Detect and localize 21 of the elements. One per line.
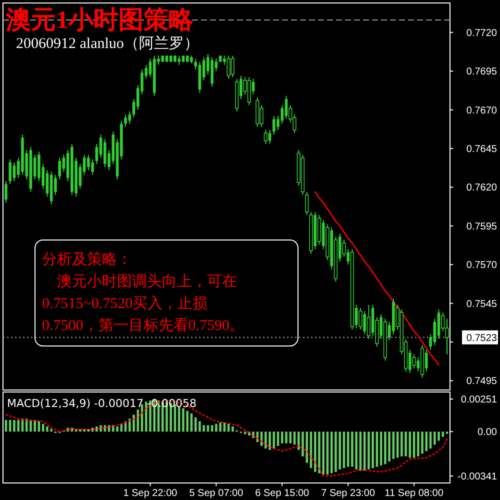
y-tick-label: 0.7695: [466, 66, 498, 78]
annotation: 澳元小时图调头向上，可在0.7515~0.7520买入，止损0.7500，第一目标先看0.7590。: [42, 273, 244, 334]
y-tick-label: 0.00: [478, 427, 498, 438]
x-tick-label: 1 Sep 22:00: [123, 488, 178, 499]
text: 20060912 alanluo（阿兰罗）: [16, 35, 199, 52]
x-tick-label: 7 Sep 23:00: [321, 488, 376, 499]
y-tick-label: 0.7545: [466, 298, 498, 310]
y-tick-label: 0.7670: [466, 105, 498, 116]
y-tick-label: -0.00341: [458, 472, 498, 482]
y-tick-label: 0.7720: [466, 28, 498, 39]
x-tick-label: 6 Sep 15:00: [255, 488, 310, 499]
y-tick-label: 0.7570: [466, 260, 498, 272]
y-tick-label: 0.7645: [466, 144, 498, 156]
y-tick-label: 0.7495: [466, 376, 498, 388]
annotation: 分析及策略：: [42, 251, 132, 268]
y-tick-label: 0.00251: [460, 394, 498, 406]
x-tick-label: 5 Sep 07:00: [189, 488, 244, 499]
x-tick-label: 11 Sep 08:00: [384, 488, 444, 499]
y-tick-label: 0.7595: [466, 221, 498, 232]
ref-line-label: 0.7523: [466, 332, 498, 344]
y-tick-label: 0.7620: [466, 182, 498, 194]
